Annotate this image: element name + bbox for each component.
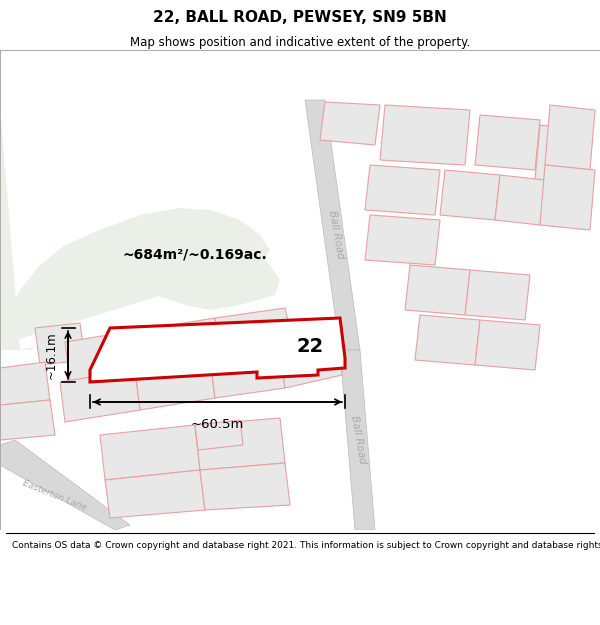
Polygon shape: [305, 100, 360, 350]
Polygon shape: [340, 350, 375, 530]
Polygon shape: [195, 418, 285, 470]
Polygon shape: [475, 320, 540, 370]
Polygon shape: [440, 170, 500, 220]
Polygon shape: [415, 315, 480, 365]
Polygon shape: [0, 105, 280, 350]
Text: 22: 22: [296, 338, 323, 356]
Text: ~684m²/~0.169ac.: ~684m²/~0.169ac.: [122, 248, 268, 262]
Text: Ball Road: Ball Road: [349, 415, 367, 465]
Polygon shape: [465, 270, 530, 320]
Polygon shape: [135, 358, 215, 410]
Text: 22, BALL ROAD, PEWSEY, SN9 5BN: 22, BALL ROAD, PEWSEY, SN9 5BN: [153, 10, 447, 25]
Polygon shape: [545, 105, 595, 170]
Polygon shape: [405, 265, 470, 315]
Polygon shape: [90, 318, 345, 382]
Polygon shape: [0, 440, 130, 530]
Polygon shape: [365, 215, 440, 265]
Polygon shape: [380, 105, 470, 165]
Polygon shape: [280, 340, 342, 388]
Polygon shape: [0, 400, 55, 440]
Polygon shape: [365, 165, 440, 215]
Polygon shape: [535, 125, 580, 185]
Text: ~60.5m: ~60.5m: [190, 418, 244, 431]
Polygon shape: [210, 348, 285, 398]
Polygon shape: [105, 470, 205, 518]
Text: ~16.1m: ~16.1m: [45, 331, 58, 379]
Polygon shape: [100, 425, 200, 480]
Polygon shape: [65, 330, 145, 382]
Polygon shape: [140, 318, 220, 370]
Polygon shape: [495, 175, 545, 225]
Text: Easterton Lane: Easterton Lane: [22, 478, 88, 512]
Polygon shape: [195, 420, 243, 450]
Polygon shape: [320, 102, 380, 145]
Polygon shape: [540, 165, 595, 230]
Polygon shape: [475, 115, 540, 170]
Text: Ball Road: Ball Road: [327, 210, 345, 260]
Polygon shape: [200, 463, 290, 510]
Polygon shape: [215, 308, 295, 358]
Polygon shape: [0, 100, 270, 345]
Text: Contains OS data © Crown copyright and database right 2021. This information is : Contains OS data © Crown copyright and d…: [12, 541, 600, 551]
Text: Map shows position and indicative extent of the property.: Map shows position and indicative extent…: [130, 36, 470, 49]
Polygon shape: [0, 362, 50, 405]
Polygon shape: [35, 323, 85, 365]
Polygon shape: [60, 370, 140, 422]
